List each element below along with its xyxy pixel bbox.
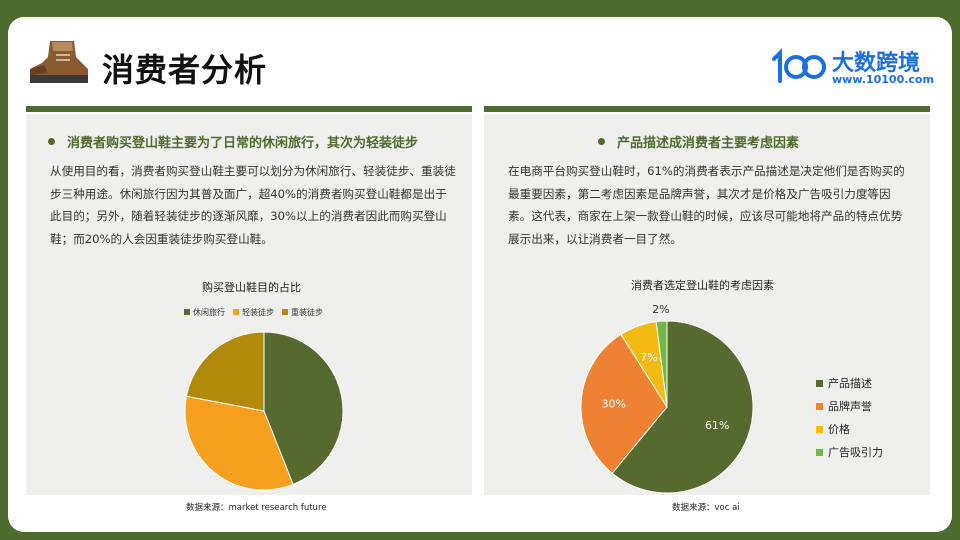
- legend-swatch-0: [816, 380, 823, 387]
- pie-data-label-3: 2%: [652, 303, 669, 316]
- left-headline: 消费者购买登山鞋主要为了日常的休闲旅行，其次为轻装徒步: [48, 132, 418, 151]
- legend-label: 重装徒步: [291, 308, 323, 317]
- legend-item-0: 休闲旅行: [184, 307, 225, 318]
- legend-swatch: [184, 309, 190, 315]
- legend-swatch: [282, 309, 288, 315]
- right-headline: 产品描述成消费者主要考虑因素: [598, 132, 799, 151]
- chart-2-title: 消费者选定登山鞋的考虑因素: [631, 279, 774, 292]
- legend-swatch: [233, 309, 239, 315]
- pie-slice-2: [185, 331, 265, 412]
- bullet-icon: [598, 138, 605, 145]
- right-headline-text: 产品描述成消费者主要考虑因素: [617, 136, 800, 151]
- panel-divider: [484, 106, 930, 112]
- legend-label-0: 产品描述: [828, 376, 872, 390]
- legend-label-1: 品牌声誉: [828, 399, 872, 413]
- pie-slice-3: [655, 320, 668, 408]
- pie-data-label-1: 30%: [602, 398, 626, 411]
- chart-1-pie: [184, 331, 344, 491]
- pie-slice-0: [263, 331, 344, 486]
- right-source: 数据来源：voc ai: [672, 503, 740, 513]
- legend-label: 休闲旅行: [193, 308, 225, 317]
- right-body-text: 在电商平台购买登山鞋时，61%的消费者表示产品描述是决定他们是否购买的最重要因素…: [508, 164, 905, 246]
- left-panel: 消费者购买登山鞋主要为了日常的休闲旅行，其次为轻装徒步 从使用目的看，消费者购买…: [26, 106, 472, 495]
- pie-data-label-2: 7%: [640, 351, 657, 364]
- legend-item-2: 重装徒步: [282, 307, 323, 318]
- legend-label: 轻装徒步: [242, 308, 274, 317]
- legend-label-3: 广告吸引力: [828, 445, 883, 459]
- legend-label-2: 价格: [828, 422, 850, 436]
- left-body-text: 从使用目的看，消费者购买登山鞋主要可以划分为休闲旅行、轻装徒步、重装徒步三种用途…: [50, 164, 456, 246]
- hiking-boot-icon: [30, 41, 88, 83]
- header: 消费者分析 大数跨境 www.10100.com: [8, 17, 952, 97]
- chart-1-title: 购买登山鞋目的占比: [202, 281, 301, 294]
- pie-slice-1: [184, 395, 294, 491]
- legend-swatch-3: [816, 449, 823, 456]
- slide: 消费者分析 大数跨境 www.10100.com 消费者购买登山鞋主要为了日常的…: [8, 17, 952, 532]
- pie-slice-1: [580, 333, 668, 474]
- bullet-icon: [48, 138, 55, 145]
- left-headline-text: 消费者购买登山鞋主要为了日常的休闲旅行，其次为轻装徒步: [67, 136, 419, 151]
- logo-url: www.10100.com: [832, 73, 934, 86]
- pie-slice-0: [611, 320, 754, 494]
- left-source: 数据来源：market research future: [186, 503, 327, 513]
- legend-swatch-1: [816, 403, 823, 410]
- chart-1-legend: 休闲旅行 轻装徒步 重装徒步: [184, 307, 331, 318]
- logo-mark-icon: [772, 48, 826, 83]
- brand-logo: 大数跨境 www.10100.com: [768, 43, 938, 89]
- panel-divider: [26, 106, 472, 112]
- page-title: 消费者分析: [102, 51, 268, 89]
- right-panel: 产品描述成消费者主要考虑因素 在电商平台购买登山鞋时，61%的消费者表示产品描述…: [484, 106, 930, 495]
- logo-name: 大数跨境: [832, 51, 921, 76]
- legend-swatch-2: [816, 426, 823, 433]
- pie-data-label-0: 61%: [705, 419, 729, 432]
- legend-item-1: 轻装徒步: [233, 307, 274, 318]
